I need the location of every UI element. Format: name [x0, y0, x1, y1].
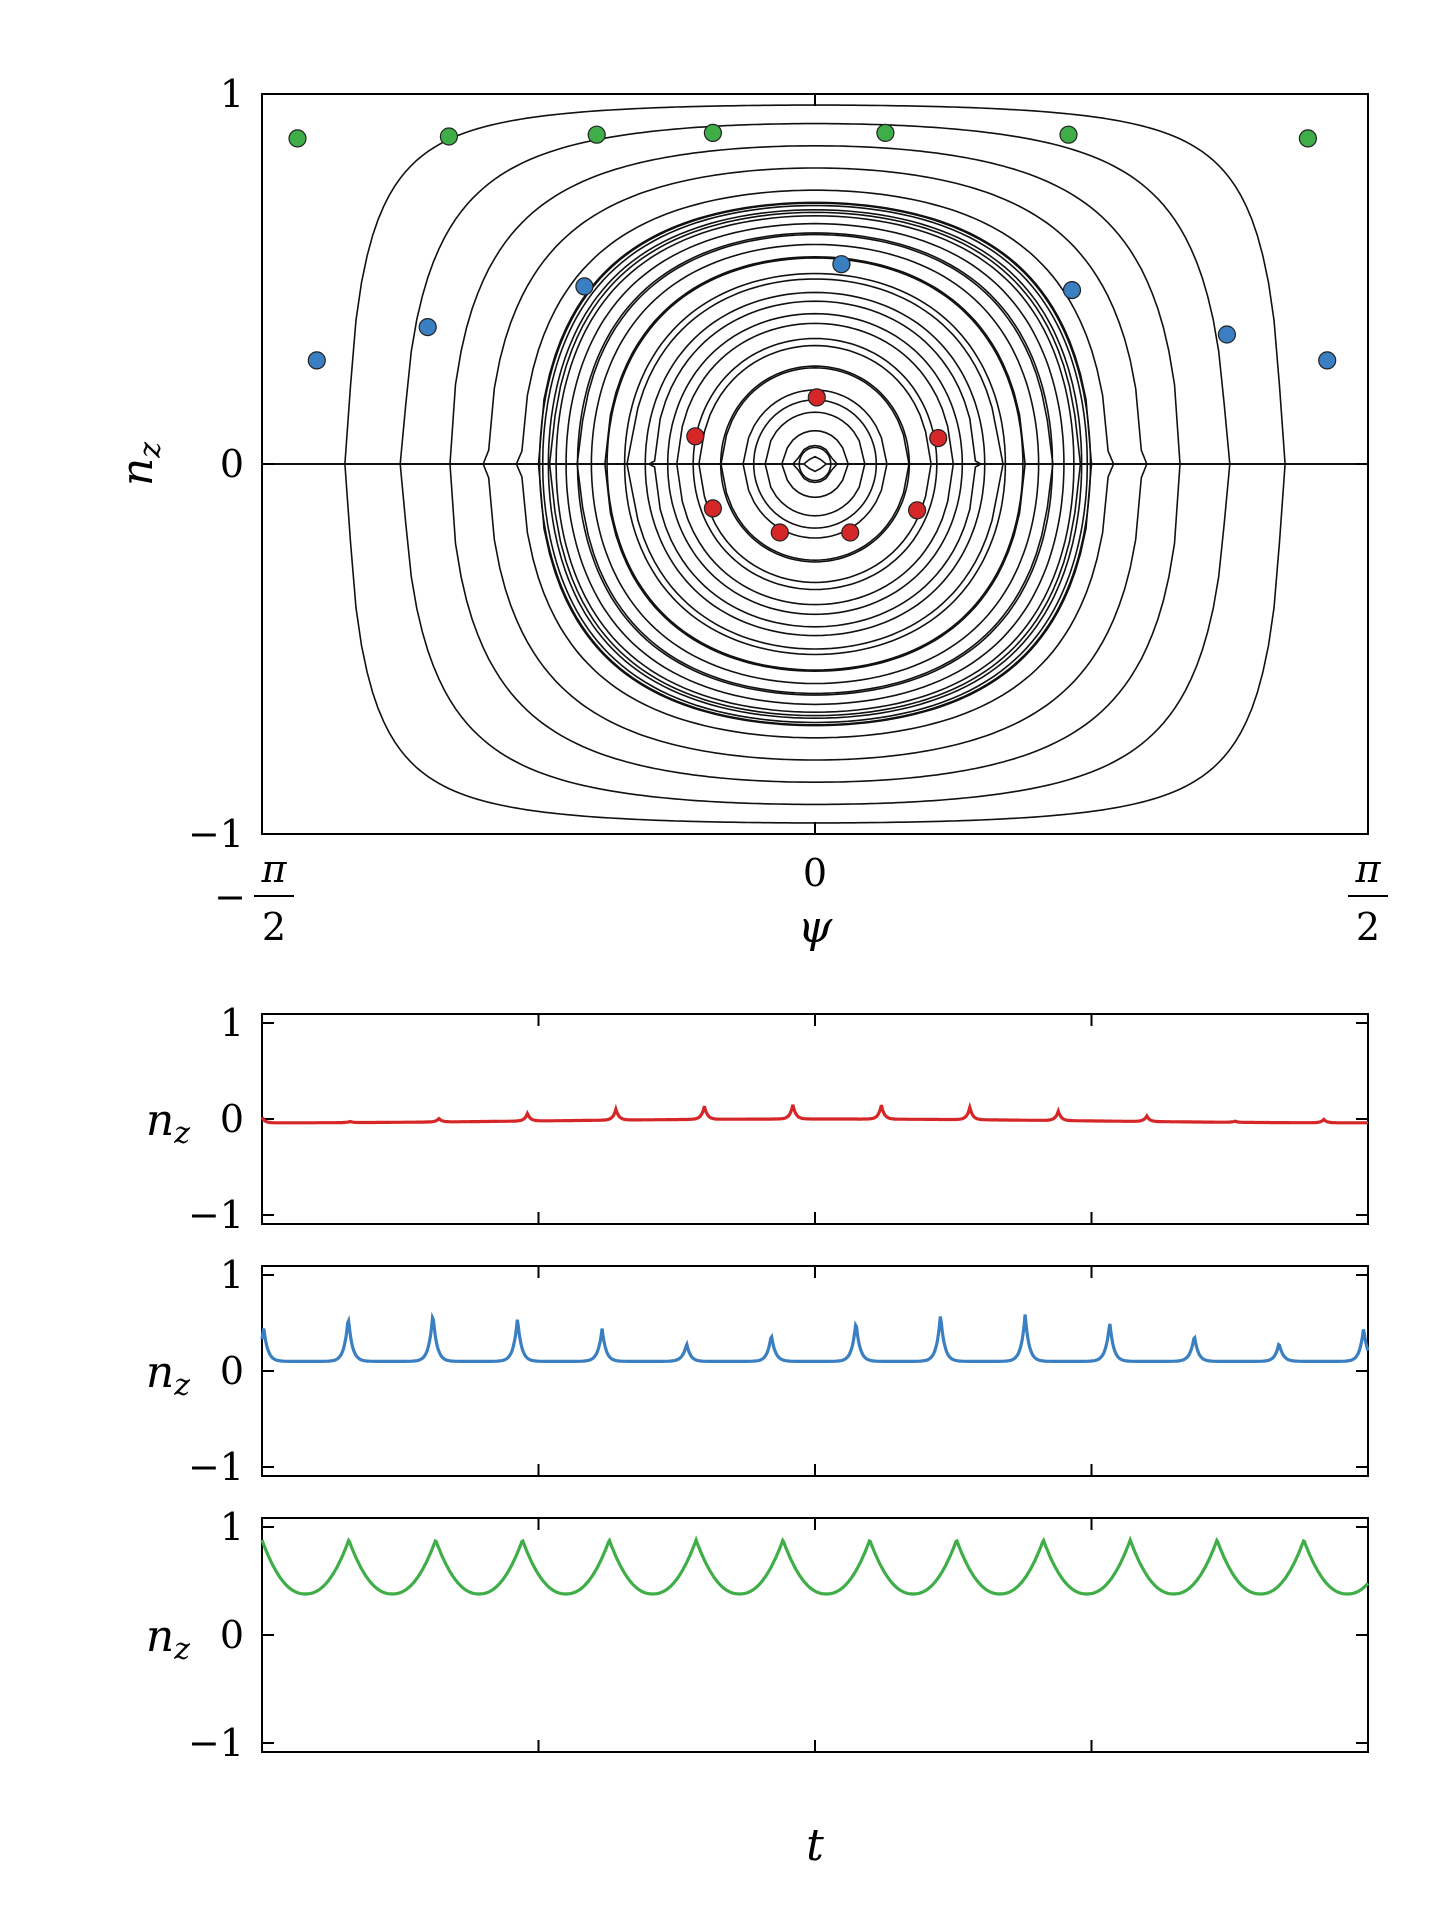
y-axis-label-main: n — [112, 458, 163, 486]
y-axis-label: nz — [146, 1611, 190, 1667]
x-tick-fraction: π 2− — [214, 847, 294, 949]
open-orbit — [262, 463, 1368, 695]
x-tick-numerator: π — [261, 847, 288, 891]
open-orbit — [262, 145, 1368, 465]
y-axis-label-sub: z — [173, 1368, 190, 1403]
y-axis-label-sub: z — [173, 1116, 190, 1151]
y-tick-label: 0 — [220, 1349, 244, 1393]
red-time-series-panel: 1 0 −1 nz — [146, 1001, 1369, 1237]
open-orbit — [262, 463, 1368, 824]
x-tick-denominator: 2 — [262, 905, 286, 949]
y-tick-label: −1 — [188, 1721, 244, 1765]
panel-frame — [261, 1265, 1369, 1477]
phase-marker — [1062, 281, 1082, 300]
open-orbit — [262, 463, 1368, 539]
phase-portrait-panel: 10−1π2−0 π2 ψ nz — [112, 72, 1388, 953]
open-orbit — [262, 233, 1368, 465]
x-tick-fraction: π2 — [1348, 847, 1388, 949]
phase-marker — [587, 125, 606, 144]
open-orbit — [262, 278, 1368, 465]
open-orbit — [262, 463, 1368, 806]
x-tick-label: 0 — [803, 851, 827, 895]
phase-marker — [907, 501, 927, 520]
y-tick-label: −1 — [188, 1445, 244, 1489]
y-tick-label: 1 — [220, 72, 244, 116]
phase-marker — [1059, 125, 1078, 144]
y-tick-label: 0 — [220, 1097, 244, 1141]
open-orbit — [262, 463, 1368, 473]
phase-marker — [832, 255, 851, 274]
phase-marker — [770, 523, 789, 542]
y-axis-label-main: n — [146, 1347, 174, 1398]
phase-marker — [929, 429, 948, 448]
blue-time-series-panel: 1 0 −1 nz — [146, 1253, 1370, 1489]
series-line — [260, 1535, 1370, 1596]
y-tick-label: −1 — [188, 1193, 244, 1237]
phase-ticks: 10−1π2−0 π2 — [188, 72, 1388, 949]
y-axis-label-sub: z — [173, 1632, 190, 1667]
phase-marker — [288, 129, 307, 148]
y-tick-label: 1 — [220, 1253, 244, 1297]
open-orbit — [262, 463, 1368, 650]
phase-marker — [307, 351, 326, 370]
open-orbit — [262, 104, 1368, 465]
green-time-series-panel: 1 0 −1 nz t — [146, 1505, 1370, 1871]
y-axis-label: nz — [112, 442, 168, 486]
y-axis-label: nz — [146, 1347, 190, 1403]
open-orbit — [262, 455, 1368, 465]
phase-marker — [575, 277, 594, 296]
open-orbit — [262, 463, 1368, 783]
phase-marker — [807, 388, 826, 407]
y-axis-label-main: n — [146, 1611, 174, 1662]
y-tick-label: −1 — [188, 812, 244, 856]
phase-marker — [1318, 351, 1337, 370]
open-orbit — [262, 463, 1368, 673]
x-tick-sign: − — [214, 875, 246, 919]
series-line — [260, 1311, 1370, 1363]
phase-markers — [288, 123, 1337, 542]
y-tick-label: 0 — [220, 442, 244, 486]
open-orbit — [262, 255, 1368, 465]
separatrix — [262, 463, 1368, 727]
phase-marker — [439, 127, 458, 146]
y-axis-label-main: n — [146, 1095, 174, 1146]
series-line — [260, 1101, 1368, 1125]
x-axis-label: ψ — [798, 902, 833, 953]
open-orbit — [262, 122, 1368, 465]
x-tick-numerator: π — [1355, 847, 1382, 891]
phase-marker — [418, 318, 437, 337]
y-axis-label-sub: z — [133, 442, 168, 459]
phase-marker — [686, 427, 705, 446]
open-orbit — [262, 463, 1368, 739]
phase-marker — [1298, 129, 1318, 148]
phase-trajectories — [262, 104, 1368, 824]
y-tick-label: 1 — [220, 1001, 244, 1045]
open-orbit — [262, 463, 1368, 606]
y-tick-label: 0 — [220, 1613, 244, 1657]
x-axis-label: t — [806, 1820, 824, 1871]
y-axis-label: nz — [146, 1095, 190, 1151]
phase-marker — [703, 499, 723, 518]
open-orbit — [262, 463, 1368, 562]
phase-marker — [841, 523, 860, 542]
x-tick-denominator: 2 — [1356, 905, 1380, 949]
open-orbit — [262, 463, 1368, 628]
y-tick-label: 1 — [220, 1505, 244, 1549]
phase-marker — [703, 123, 723, 142]
phase-marker — [876, 123, 895, 142]
panel-frame — [261, 1517, 1369, 1753]
phase-marker — [1217, 325, 1237, 344]
open-orbit — [262, 366, 1368, 465]
